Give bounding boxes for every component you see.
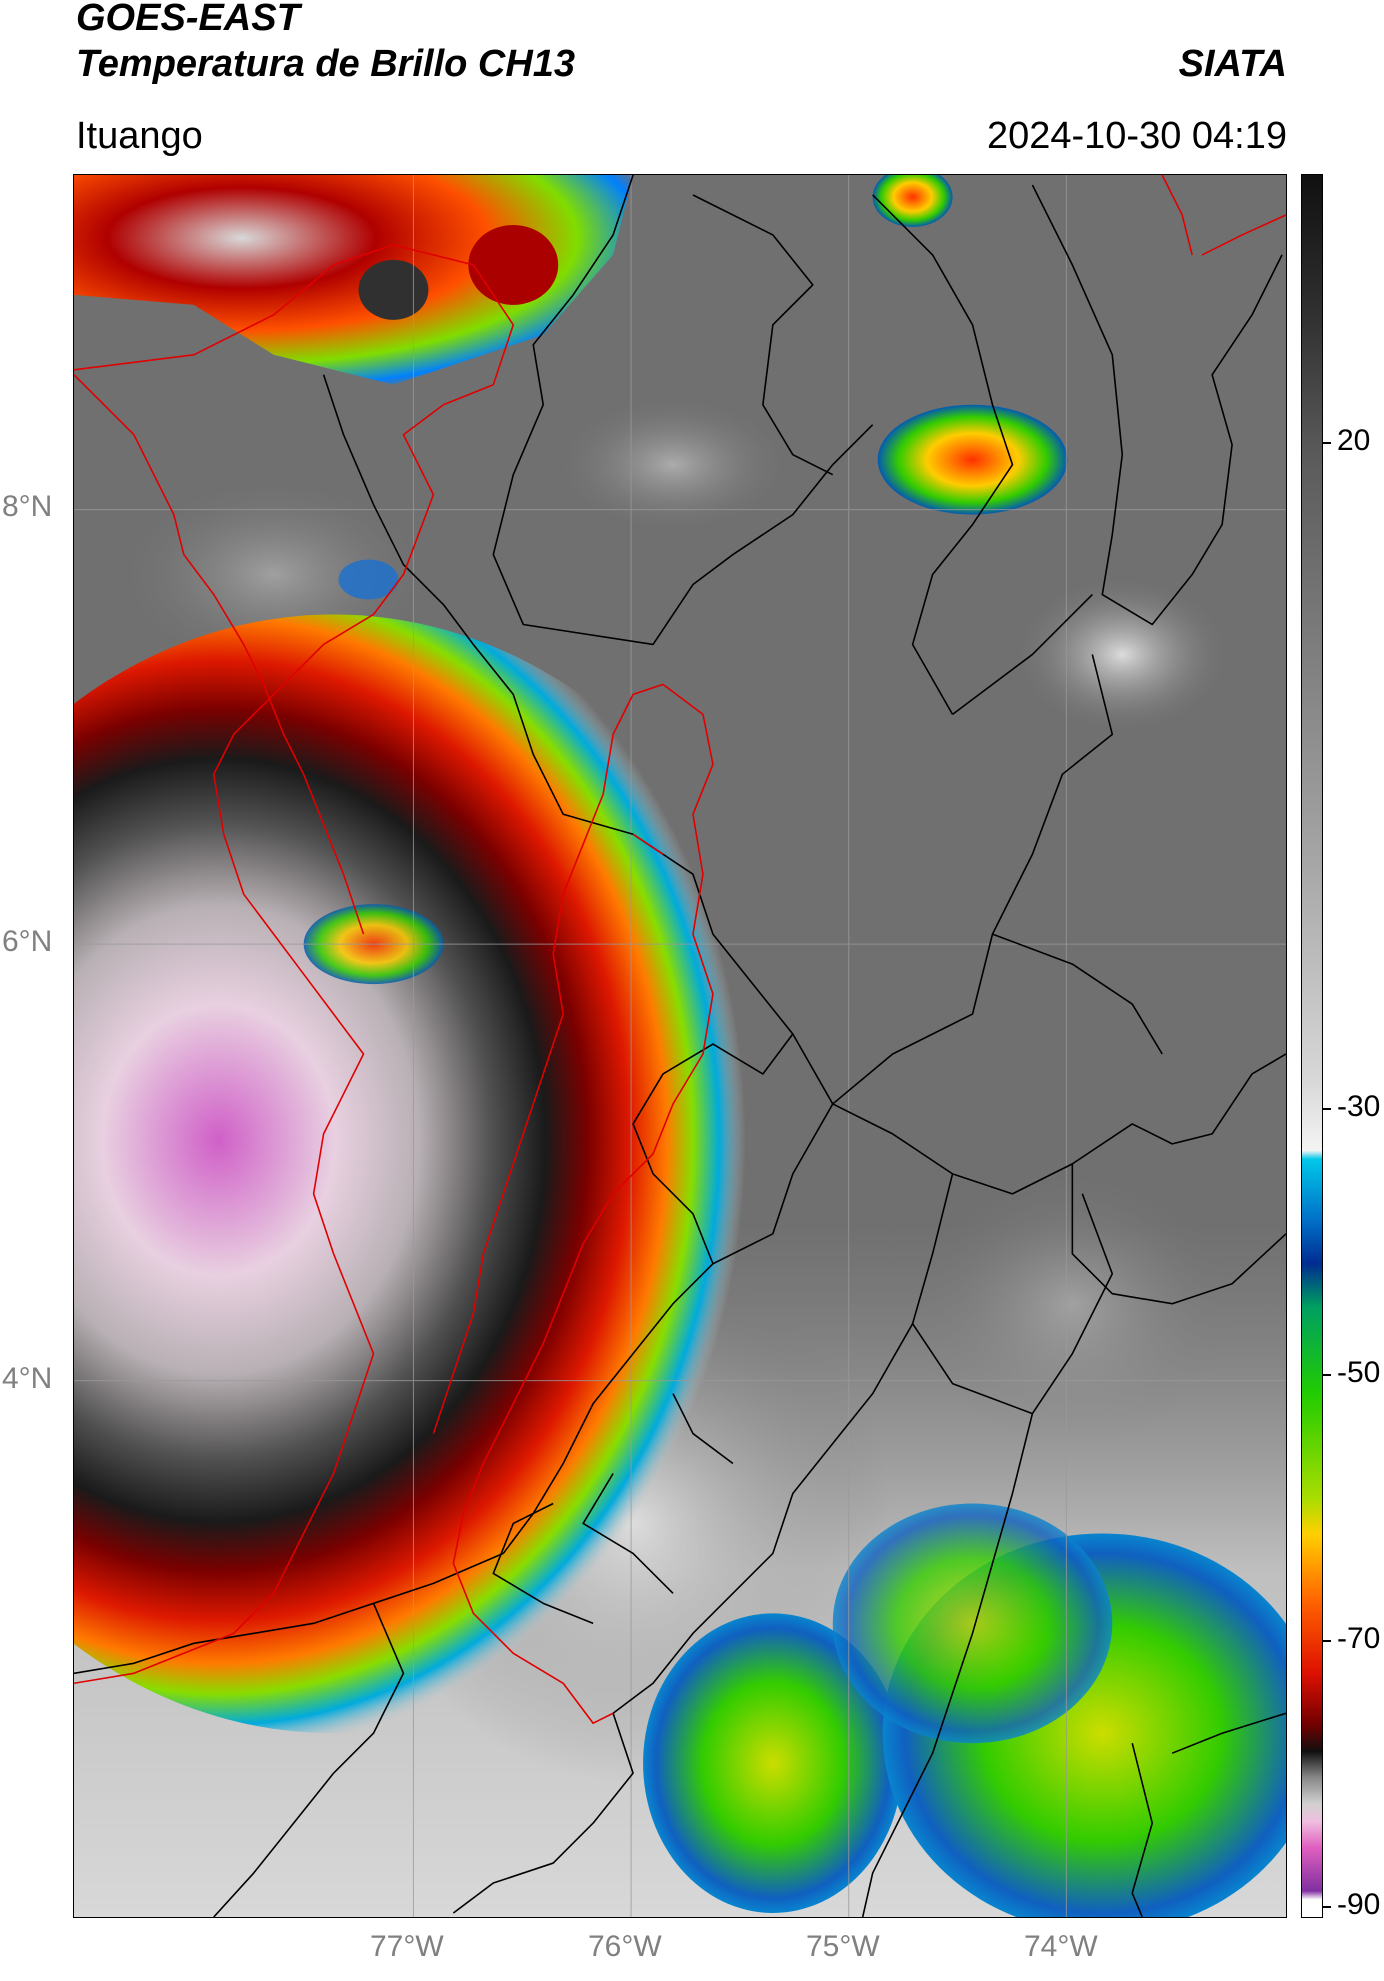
colorbar-label-20: 20 [1337, 424, 1371, 457]
lat-tick-6n: 6°N [2, 925, 53, 958]
product-title: Temperatura de Brillo CH13 [76, 43, 576, 85]
lat-tick-8n: 8°N [2, 490, 53, 523]
region-label: Ituango [76, 115, 203, 157]
colorbar-tick [1323, 442, 1331, 444]
storm-southwest [74, 614, 813, 1734]
colorbar-label-minus70: -70 [1337, 1622, 1381, 1655]
satellite-title: GOES-EAST [76, 0, 300, 39]
temperature-colorbar [1301, 174, 1323, 1918]
colorbar-label-minus90: -90 [1337, 1888, 1381, 1921]
brightness-temperature-field [74, 175, 1286, 1917]
lat-tick-4n: 4°N [2, 1362, 53, 1395]
colorbar-label-minus50: -50 [1337, 1356, 1381, 1389]
lon-tick-74w: 74°W [1024, 1930, 1098, 1963]
datetime-label: 2024-10-30 04:19 [986, 115, 1287, 157]
agency-label: SIATA [1178, 43, 1287, 85]
colorbar-tick [1323, 1906, 1331, 1908]
lon-tick-76w: 76°W [588, 1930, 662, 1963]
colorbar-label-minus30: -30 [1337, 1090, 1381, 1123]
lon-tick-77w: 77°W [370, 1930, 444, 1963]
admin-boundaries [74, 175, 1286, 1917]
storm-north [74, 175, 634, 385]
lon-tick-75w: 75°W [806, 1930, 880, 1963]
colorbar-tick [1323, 1108, 1331, 1110]
colorbar-tick [1323, 1374, 1331, 1376]
satellite-map [73, 174, 1287, 1918]
colorbar-tick [1323, 1640, 1331, 1642]
basin-boundaries [74, 175, 1286, 1725]
storm-northeast [877, 404, 1068, 515]
